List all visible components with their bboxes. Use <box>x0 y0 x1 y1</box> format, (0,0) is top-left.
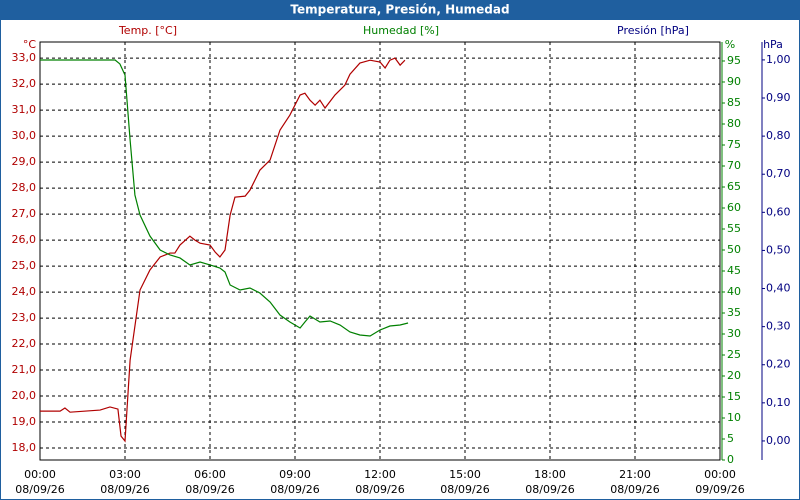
y2-tick-label: 60 <box>727 201 741 214</box>
y-tick-label: 25,0 <box>12 259 37 272</box>
y3-tick-label: 1,00 <box>766 53 791 66</box>
y-tick-label: 18,0 <box>12 441 37 454</box>
x-tick-label: 00:00 <box>704 468 736 481</box>
y-unit: °C <box>23 38 37 51</box>
x-tick-label: 00:00 <box>24 468 56 481</box>
y3-label: Presión [hPa] <box>617 24 689 37</box>
y2-tick-label: 10 <box>727 411 741 424</box>
x-tick-date: 08/09/26 <box>440 483 489 496</box>
chart-title: Temperatura, Presión, Humedad <box>290 3 509 17</box>
x-tick-label: 09:00 <box>279 468 311 481</box>
x-tick-date: 08/09/26 <box>355 483 404 496</box>
y2-tick-label: 95 <box>727 54 741 67</box>
x-tick-date: 09/09/26 <box>695 483 744 496</box>
y3-tick-label: 0,30 <box>766 320 791 333</box>
y2-tick-label: 65 <box>727 180 741 193</box>
y-tick-label: 21,0 <box>12 363 37 376</box>
y-tick-label: 27,0 <box>12 207 37 220</box>
y3-tick-label: 0,90 <box>766 91 791 104</box>
y3-unit: hPa <box>763 38 783 51</box>
y3-tick-label: 0,10 <box>766 396 791 409</box>
y2-tick-label: 75 <box>727 138 741 151</box>
y2-tick-label: 45 <box>727 264 741 277</box>
y3-tick-label: 0,00 <box>766 434 791 447</box>
x-tick-date: 08/09/26 <box>185 483 234 496</box>
y2-tick-label: 85 <box>727 96 741 109</box>
y2-tick-label: 25 <box>727 348 741 361</box>
y2-tick-label: 70 <box>727 159 741 172</box>
y2-tick-label: 20 <box>727 369 741 382</box>
y2-tick-label: 80 <box>727 117 741 130</box>
y-tick-label: 29,0 <box>12 155 37 168</box>
y2-tick-label: 15 <box>727 390 741 403</box>
x-tick-date: 08/09/26 <box>100 483 149 496</box>
y-tick-label: 22,0 <box>12 337 37 350</box>
x-tick-date: 08/09/26 <box>525 483 574 496</box>
y2-tick-label: 90 <box>727 75 741 88</box>
y3-tick-label: 0,40 <box>766 282 791 295</box>
x-tick-label: 03:00 <box>109 468 141 481</box>
x-tick-date: 08/09/26 <box>15 483 64 496</box>
y2-tick-label: 0 <box>727 453 734 466</box>
series-line <box>40 57 406 443</box>
x-tick-date: 08/09/26 <box>270 483 319 496</box>
y3-tick-label: 0,50 <box>766 243 791 256</box>
x-tick-date: 08/09/26 <box>610 483 659 496</box>
y-tick-label: 28,0 <box>12 181 37 194</box>
y2-unit: % <box>725 38 735 51</box>
y3-tick-label: 0,70 <box>766 167 791 180</box>
y-tick-label: 31,0 <box>12 103 37 116</box>
y-tick-label: 19,0 <box>12 415 37 428</box>
title-bar <box>0 0 800 20</box>
y-tick-label: 30,0 <box>12 129 37 142</box>
x-tick-label: 15:00 <box>449 468 481 481</box>
y3-tick-label: 0,20 <box>766 358 791 371</box>
y3-tick-label: 0,80 <box>766 129 791 142</box>
y2-tick-label: 35 <box>727 306 741 319</box>
x-tick-label: 12:00 <box>364 468 396 481</box>
y-tick-label: 32,0 <box>12 77 37 90</box>
x-tick-label: 06:00 <box>194 468 226 481</box>
legend-label: Temp. [°C] <box>118 24 177 37</box>
y-tick-label: 24,0 <box>12 285 37 298</box>
y-tick-label: 26,0 <box>12 233 37 246</box>
x-tick-label: 21:00 <box>619 468 651 481</box>
y-tick-label: 23,0 <box>12 311 37 324</box>
y2-tick-label: 30 <box>727 327 741 340</box>
y-tick-label: 20,0 <box>12 389 37 402</box>
y3-tick-label: 0,60 <box>766 205 791 218</box>
series-line <box>40 59 409 337</box>
y2-tick-label: 40 <box>727 285 741 298</box>
y2-tick-label: 50 <box>727 243 741 256</box>
y2-tick-label: 5 <box>727 432 734 445</box>
y2-tick-label: 55 <box>727 222 741 235</box>
x-tick-label: 18:00 <box>534 468 566 481</box>
legend-label: Humedad [%] <box>363 24 439 37</box>
y-tick-label: 33,0 <box>12 51 37 64</box>
